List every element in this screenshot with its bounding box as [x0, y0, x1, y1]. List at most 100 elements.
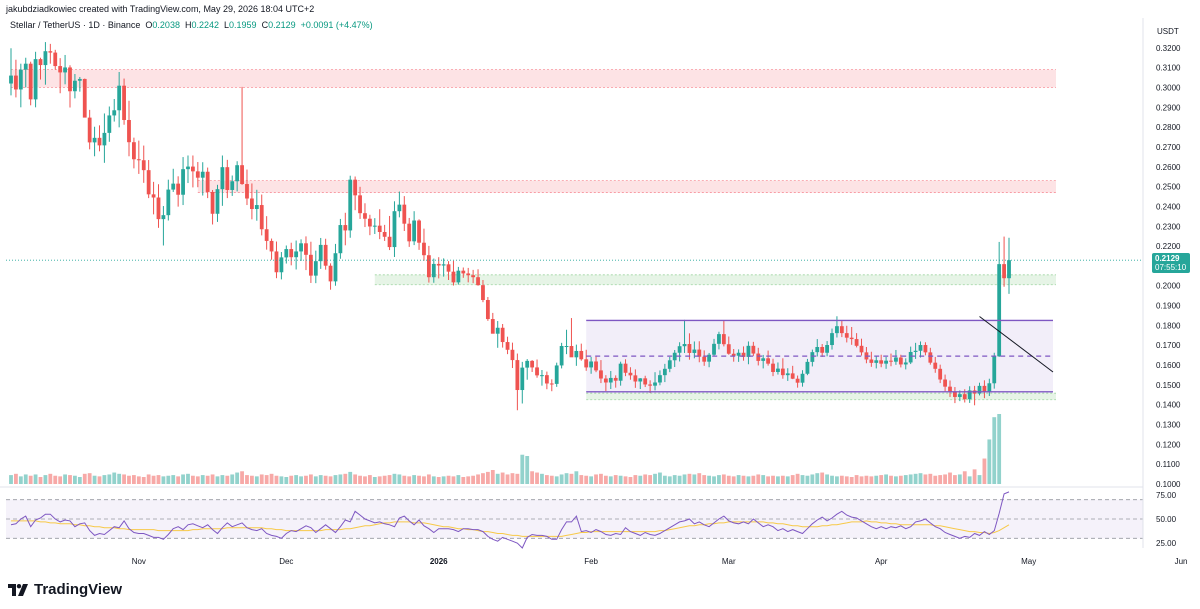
- volume-bars: [9, 414, 1002, 484]
- volume-bar: [141, 477, 146, 484]
- volume-bar: [318, 475, 323, 484]
- volume-bar: [859, 476, 864, 484]
- y-tick-label: 0.2800: [1156, 123, 1181, 132]
- volume-bar: [269, 473, 274, 484]
- volume-bar: [136, 476, 141, 484]
- candle-body: [785, 373, 790, 376]
- candle-body: [181, 169, 185, 195]
- volume-bar: [205, 475, 210, 484]
- candle-body: [599, 370, 603, 379]
- volume-bar: [658, 472, 662, 484]
- candle-body: [844, 333, 849, 338]
- candle-body: [200, 171, 205, 178]
- candle-body: [240, 165, 244, 185]
- volume-bar: [279, 476, 284, 484]
- candle-body: [476, 277, 480, 286]
- volume-bar: [476, 474, 480, 484]
- volume-bar: [928, 473, 933, 484]
- candle-body: [191, 166, 195, 172]
- volume-bar: [132, 475, 136, 484]
- candle-body: [48, 51, 53, 53]
- x-tick-label: Feb: [584, 557, 598, 566]
- candle-body: [225, 167, 230, 190]
- candle-body: [736, 352, 741, 356]
- volume-bar: [972, 469, 977, 484]
- volume-bar: [387, 475, 392, 484]
- candle-body: [245, 184, 249, 199]
- candle-body: [948, 386, 952, 393]
- candle-body: [338, 225, 343, 254]
- volume-bar: [417, 475, 421, 484]
- volume-bar: [712, 476, 716, 484]
- volume-bar: [181, 474, 185, 484]
- volume-bar: [431, 476, 436, 484]
- candle-body: [771, 363, 775, 372]
- candle-body: [525, 360, 530, 368]
- volume-bar: [38, 477, 43, 484]
- volume-bar: [820, 472, 825, 484]
- symbol-name[interactable]: Stellar / TetherUS · 1D · Binance: [10, 20, 141, 30]
- volume-bar: [672, 475, 677, 484]
- volume-bar: [992, 417, 997, 484]
- candle-body: [471, 275, 476, 278]
- candle-body: [53, 52, 58, 67]
- volume-bar: [648, 475, 653, 484]
- candle-body: [92, 137, 97, 143]
- volume-bar: [485, 471, 490, 484]
- volume-bar: [682, 474, 687, 484]
- candle-body: [77, 78, 82, 81]
- tradingview-brand: TradingView: [34, 581, 123, 598]
- volume-bar: [589, 476, 594, 484]
- rsi-pane[interactable]: 75.00 50.00 25.00: [0, 486, 1177, 549]
- tradingview-footer[interactable]: TradingView: [8, 581, 122, 598]
- candle-body: [549, 383, 554, 385]
- candles[interactable]: [9, 42, 1011, 411]
- volume-bar: [28, 475, 33, 484]
- candle-body: [913, 350, 918, 352]
- volume-bar: [599, 473, 603, 484]
- volume-bar: [889, 475, 893, 484]
- candle-body: [702, 356, 707, 362]
- volume-bar: [471, 475, 476, 484]
- candle-body: [854, 339, 859, 346]
- candle-body: [392, 211, 397, 248]
- candle-body: [358, 195, 362, 214]
- candle-body: [682, 344, 687, 347]
- candle-body: [289, 249, 294, 258]
- candle-body: [363, 213, 367, 219]
- volume-bar: [933, 475, 938, 484]
- candle-body: [141, 160, 146, 171]
- support-zone: [374, 274, 1056, 285]
- candle-body: [933, 362, 938, 369]
- rsi-line: [10, 491, 1010, 549]
- candle-body: [210, 191, 215, 214]
- candle-body: [564, 346, 569, 348]
- volume-bar: [638, 475, 643, 484]
- volume-bar: [210, 474, 215, 484]
- candle-body: [28, 63, 33, 100]
- volume-bar: [835, 476, 839, 484]
- volume-bar: [73, 475, 77, 484]
- candle-body: [220, 167, 225, 190]
- candle-body: [97, 137, 102, 146]
- volume-bar: [594, 474, 598, 484]
- volume-bar: [530, 471, 535, 484]
- resistance-zone: [197, 180, 1056, 193]
- volume-bar: [948, 472, 952, 484]
- candle-body: [58, 66, 63, 73]
- candle-body: [279, 257, 284, 273]
- volume-bar: [191, 475, 195, 484]
- volume-bar: [613, 475, 618, 484]
- volume-bar: [559, 474, 564, 484]
- volume-bar: [903, 475, 908, 484]
- candle-body: [407, 223, 412, 242]
- volume-bar: [264, 475, 269, 484]
- volume-bar: [584, 475, 589, 484]
- candle-body: [176, 183, 181, 195]
- volume-bar: [48, 473, 53, 484]
- volume-bar: [127, 475, 131, 484]
- candle-body: [461, 270, 466, 274]
- candle-body: [186, 166, 190, 170]
- candle-body: [284, 249, 289, 258]
